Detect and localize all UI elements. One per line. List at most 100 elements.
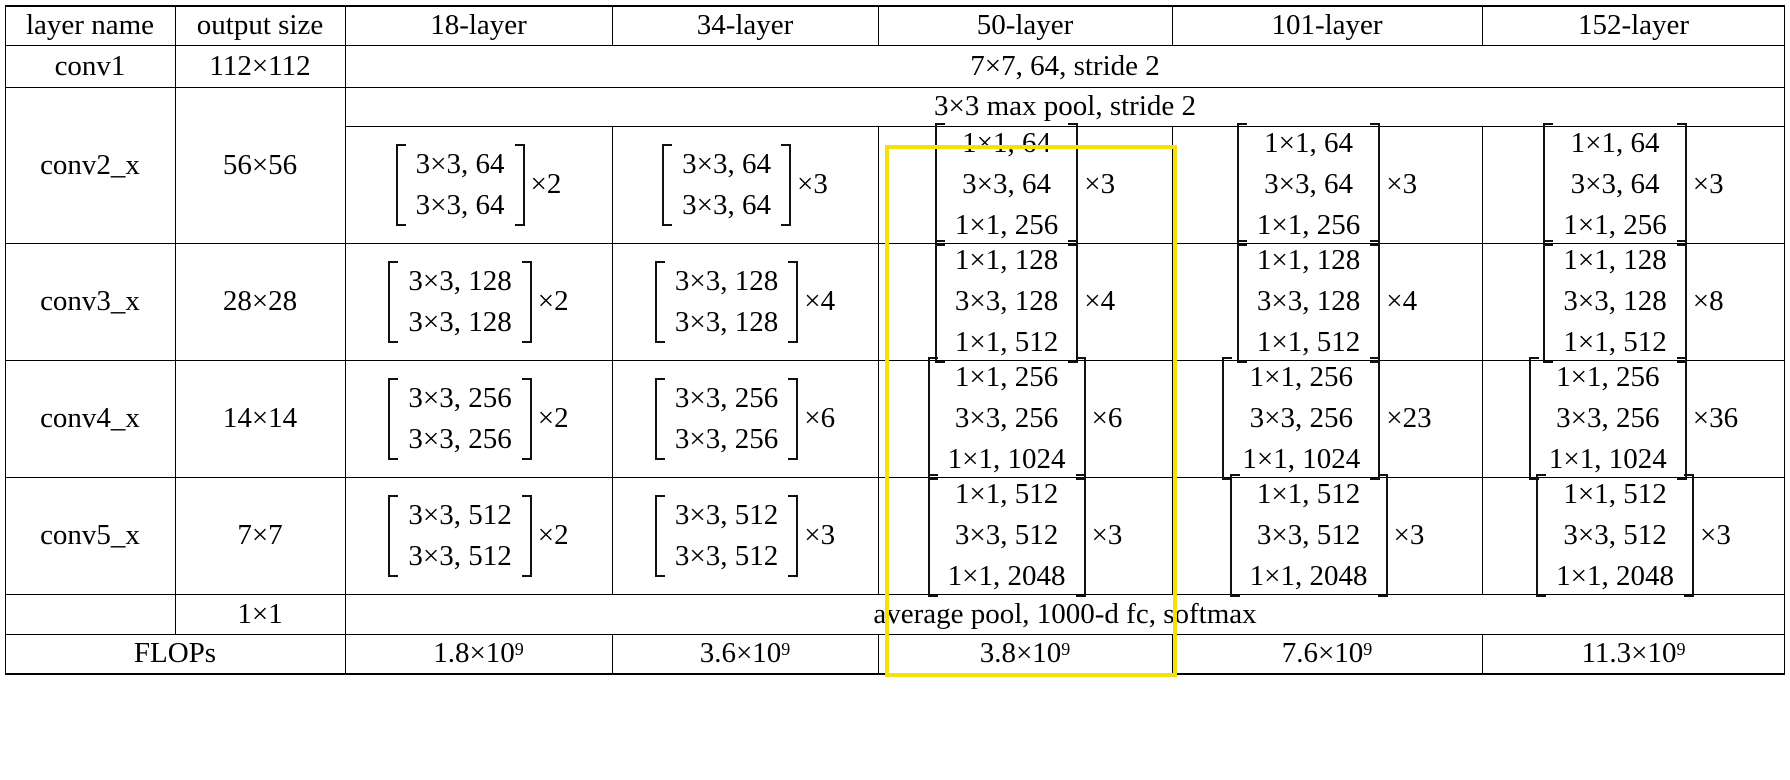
block-row: 1×1, 256 (1556, 361, 1660, 393)
conv1-name: conv1 (54, 49, 126, 82)
resnet-architecture-table: layer name output size 18-layer 34-layer… (5, 5, 1785, 775)
block-multiplier: ×2 (537, 519, 569, 551)
conv5-block-34: 3×3, 512 3×3, 512 ×3 (612, 477, 878, 594)
block-rows: 3×3, 256 3×3, 256 (408, 378, 511, 460)
right-bracket (781, 143, 791, 226)
left-bracket (927, 474, 938, 597)
bracket-block: 3×3, 64 3×3, 64 ×3 (662, 143, 828, 226)
block-row: 1×1, 512 (954, 326, 1059, 358)
conv3-block-152: 1×1, 128 3×3, 128 1×1, 512 ×8 (1482, 240, 1785, 363)
block-rows: 1×1, 512 3×3, 512 1×1, 2048 (1250, 474, 1368, 597)
block-row: 3×3, 256 (408, 381, 512, 414)
header-152-layer: 152-layer (1577, 8, 1690, 41)
block-rows: 1×1, 64 3×3, 64 1×1, 256 (1563, 123, 1666, 246)
bracket-block: 3×3, 256 3×3, 256 ×6 (654, 377, 835, 460)
bracket-block: 1×1, 64 3×3, 64 1×1, 256 ×3 (934, 123, 1115, 246)
conv4-block-34: 3×3, 256 3×3, 256 ×6 (612, 360, 878, 477)
right-bracket (1075, 357, 1086, 480)
block-row: 1×1, 256 (954, 209, 1059, 241)
conv2-pool: 3×3 max pool, stride 2 (933, 90, 1197, 122)
block-multiplier: ×2 (530, 168, 562, 200)
block-row: 3×3, 512 (674, 539, 779, 572)
block-row: 3×3, 64 (962, 168, 1051, 200)
conv2-name: conv2_x (40, 148, 140, 181)
conv2-block-152: 1×1, 64 3×3, 64 1×1, 256 ×3 (1482, 123, 1785, 246)
block-row: 3×3, 64 (1570, 168, 1660, 200)
block-rows: 3×3, 512 3×3, 512 (675, 495, 778, 577)
block-row: 1×1, 512 (1256, 478, 1361, 510)
right-bracket (1370, 240, 1381, 363)
bracket-block: 3×3, 128 3×3, 128 ×2 (388, 260, 569, 343)
block-multiplier: ×3 (804, 519, 836, 551)
header-34-layer: 34-layer (696, 8, 794, 41)
block-rows: 3×3, 128 3×3, 128 (675, 261, 778, 343)
bracket-block: 1×1, 512 3×3, 512 1×1, 2048 ×3 (1229, 474, 1424, 597)
block-row: 3×3, 128 (408, 305, 512, 338)
left-bracket (934, 123, 945, 246)
left-bracket (934, 240, 945, 363)
flops-34-base: 3.6×10 (699, 637, 782, 669)
block-rows: 3×3, 256 3×3, 256 (675, 378, 778, 460)
block-row: 3×3, 256 (1556, 402, 1660, 434)
block-row: 3×3, 256 (674, 422, 779, 455)
rule-header (5, 45, 1785, 46)
flops-18: 1.8×10 9 (345, 634, 612, 673)
flops-152-base: 11.3×10 (1581, 637, 1677, 669)
block-multiplier: ×3 (797, 168, 828, 200)
block-row: 1×1, 128 (1563, 244, 1667, 276)
conv5-output: 7×7 (237, 519, 283, 551)
vrule-34 (878, 126, 879, 594)
vrule-18 (612, 126, 613, 594)
bracket-block: 1×1, 128 3×3, 128 1×1, 512 ×8 (1543, 240, 1724, 363)
block-multiplier: ×3 (1700, 519, 1731, 551)
right-bracket (521, 260, 532, 343)
vrule-right (1784, 5, 1785, 673)
conv4-block-101: 1×1, 256 3×3, 256 1×1, 1024 ×23 (1172, 357, 1482, 480)
left-bracket (1229, 474, 1240, 597)
block-rows: 3×3, 64 3×3, 64 (416, 144, 505, 226)
block-row: 3×3, 128 (408, 264, 512, 297)
block-row: 3×3, 128 (674, 264, 779, 297)
block-row: 3×3, 128 (674, 305, 779, 338)
conv1-output: 112×112 (209, 49, 311, 82)
block-row: 1×1, 512 (954, 478, 1059, 510)
vrule-50-top (1172, 5, 1173, 45)
conv5-block-101: 1×1, 512 3×3, 512 1×1, 2048 ×3 (1172, 474, 1482, 597)
left-bracket (654, 377, 665, 460)
conv5-name: conv5_x (40, 519, 140, 551)
block-rows: 1×1, 128 3×3, 128 1×1, 512 (1257, 240, 1360, 363)
flops-101-base: 7.6×10 (1281, 637, 1364, 669)
block-row: 3×3, 128 (1256, 285, 1361, 317)
block-row: 1×1, 256 (954, 361, 1059, 393)
block-row: 1×1, 512 (1256, 326, 1361, 358)
left-bracket (395, 143, 406, 226)
left-bracket (1536, 474, 1547, 597)
header-18-layer: 18-layer (430, 8, 527, 41)
conv4-block-18: 3×3, 256 3×3, 256 ×2 (345, 360, 612, 477)
conv5-block-152: 1×1, 512 3×3, 512 1×1, 2048 ×3 (1482, 474, 1785, 597)
conv2-output: 56×56 (222, 148, 298, 181)
flops-34: 3.6×10 9 (612, 634, 878, 673)
right-bracket (1068, 123, 1079, 246)
conv3-block-101: 1×1, 128 3×3, 128 1×1, 512 ×4 (1172, 240, 1482, 363)
block-rows: 3×3, 512 3×3, 512 (408, 495, 511, 577)
conv4-output: 14×14 (222, 402, 298, 434)
block-row: 3×3, 256 (1249, 402, 1353, 434)
left-bracket (1543, 123, 1554, 246)
rule-conv1 (5, 87, 1785, 88)
block-row: 3×3, 128 (1563, 285, 1667, 317)
block-rows: 1×1, 128 3×3, 128 1×1, 512 (1563, 240, 1666, 363)
conv5-block-18: 3×3, 512 3×3, 512 ×2 (345, 477, 612, 594)
bracket-block: 3×3, 512 3×3, 512 ×3 (654, 494, 836, 577)
block-rows: 1×1, 512 3×3, 512 1×1, 2048 (948, 474, 1066, 597)
block-rows: 1×1, 256 3×3, 256 1×1, 1024 (1242, 357, 1360, 480)
right-bracket (521, 377, 532, 460)
block-row: 3×3, 512 (674, 498, 779, 531)
block-row: 1×1, 256 (1256, 209, 1361, 241)
left-bracket (662, 143, 673, 226)
conv3-block-34: 3×3, 128 3×3, 128 ×4 (612, 243, 878, 360)
left-bracket (1236, 123, 1247, 246)
block-row: 3×3, 512 (1256, 519, 1361, 551)
left-bracket (654, 260, 665, 343)
right-bracket (1377, 474, 1388, 597)
